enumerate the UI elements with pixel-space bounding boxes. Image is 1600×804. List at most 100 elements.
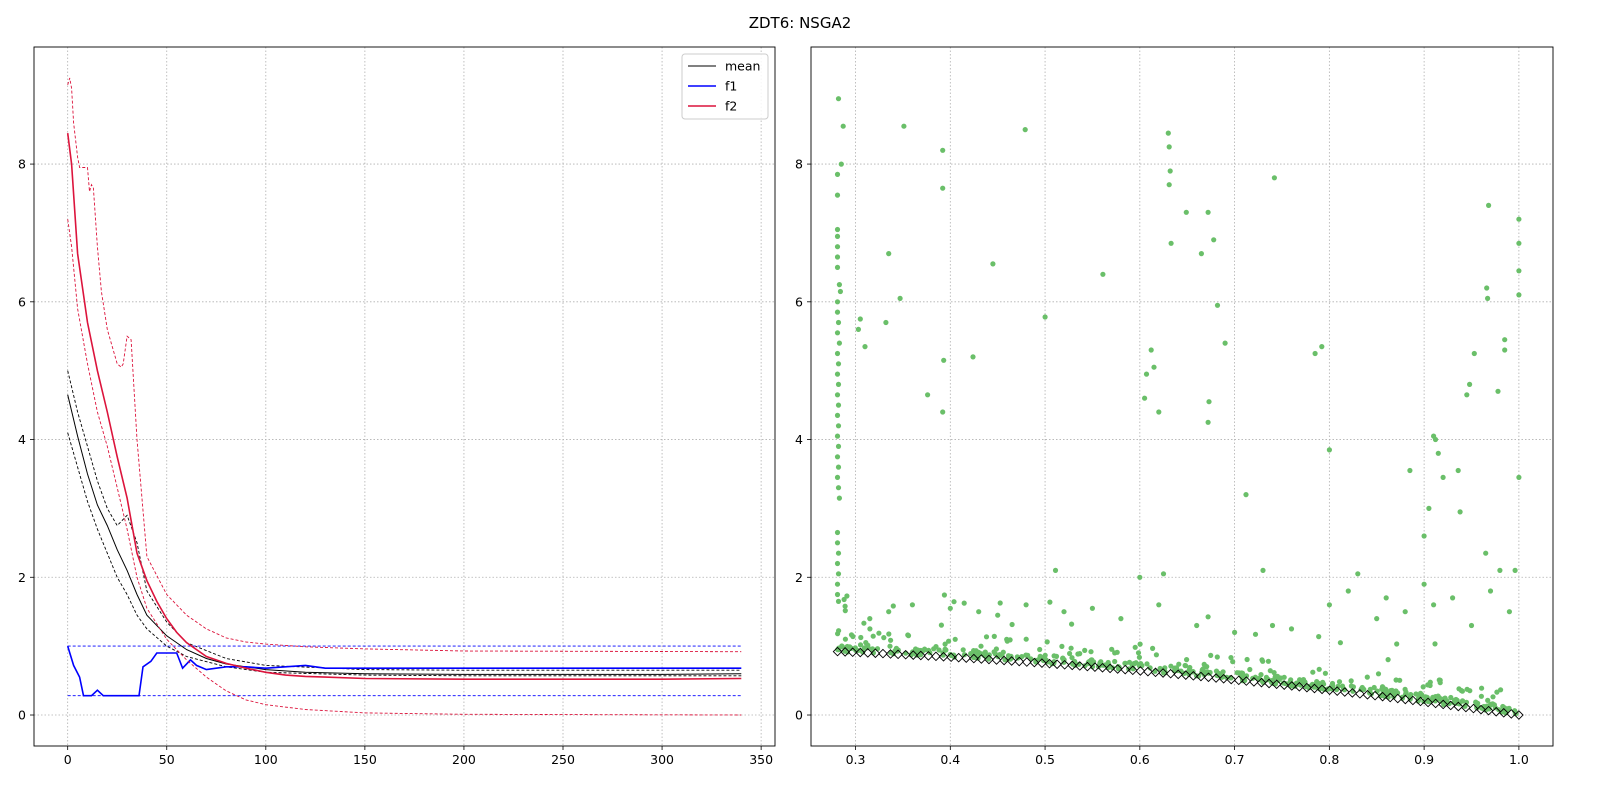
scatter-point <box>1023 636 1029 642</box>
scatter-point <box>1297 677 1303 683</box>
scatter-point <box>936 647 942 653</box>
pareto-point <box>1377 691 1388 702</box>
scatter-point <box>1371 684 1377 691</box>
scatter-point <box>991 649 997 655</box>
pareto-point <box>938 651 949 662</box>
scatter-point <box>1069 655 1075 661</box>
scatter-point <box>1374 688 1380 694</box>
pareto-point <box>847 647 858 658</box>
pareto-point <box>915 650 926 661</box>
scatter-point <box>1402 686 1408 693</box>
scatter-point <box>995 612 1001 618</box>
scatter-point <box>1269 622 1276 629</box>
scatter-point <box>1471 350 1477 357</box>
pareto-point <box>1264 678 1274 689</box>
scatter-point <box>1184 657 1190 663</box>
scatter-point <box>870 633 876 639</box>
scatter-point <box>940 409 946 415</box>
scatter-point <box>836 628 842 634</box>
scatter-point <box>1497 567 1503 574</box>
legend-label-mean: mean <box>725 59 760 74</box>
scatter-point <box>857 642 864 648</box>
scatter-point <box>1374 616 1380 622</box>
scatter-point <box>933 644 939 650</box>
x-tick-label: 1.0 <box>1509 752 1529 767</box>
scatter-point <box>1151 364 1157 370</box>
scatter-point <box>1136 654 1142 660</box>
scatter-point <box>983 634 990 640</box>
pareto-point <box>1067 660 1078 671</box>
pareto-point <box>976 654 987 664</box>
pareto-point <box>1059 659 1070 670</box>
scatter-point <box>834 192 841 198</box>
scatter-point <box>1420 684 1426 690</box>
scatter-point <box>842 636 849 642</box>
scatter-point <box>1166 182 1172 188</box>
scatter-point <box>1142 395 1148 401</box>
scatter-point <box>1025 652 1031 659</box>
scatter-point <box>836 340 843 346</box>
pareto-point <box>1400 694 1411 705</box>
scatter-point <box>1214 302 1221 308</box>
scatter-point <box>1348 678 1354 684</box>
pareto-point <box>1483 705 1494 716</box>
scatter-point <box>1165 130 1171 136</box>
scatter-point <box>1282 680 1288 687</box>
pareto-point <box>984 654 994 665</box>
series-f2 <box>66 133 742 681</box>
x-tick-label: 150 <box>353 752 377 767</box>
scatter-point <box>1312 350 1318 357</box>
x-tick-label: 200 <box>452 752 476 767</box>
scatter-point <box>1316 666 1322 672</box>
pareto-point <box>1362 689 1373 700</box>
x-tick-label: 0.8 <box>1319 752 1339 767</box>
pareto-point <box>1203 672 1214 683</box>
pareto-point <box>923 651 934 661</box>
pareto-point <box>1294 681 1305 692</box>
axes-1: 0 50 100 150 200 250 300 350 0 2 4 6 8 <box>18 47 775 767</box>
scatter-point <box>886 251 892 257</box>
scatter-point <box>1068 645 1074 651</box>
scatter-point <box>1468 622 1475 629</box>
scatter-point <box>1147 665 1153 671</box>
scatter-point <box>941 357 947 363</box>
scatter-point <box>1173 665 1179 671</box>
pareto-point <box>931 651 941 662</box>
scatter-point <box>897 295 903 301</box>
scatter-point <box>1516 216 1522 222</box>
x-tick-label: 0 <box>64 752 72 767</box>
scatter-point <box>881 635 887 641</box>
scatter-point <box>834 371 841 377</box>
pareto-point <box>1218 673 1229 684</box>
scatter-point <box>1247 666 1253 673</box>
scatter-point <box>1516 292 1522 298</box>
y-tick-label: 0 <box>795 708 803 723</box>
scatter-point <box>1109 646 1115 652</box>
pareto-point <box>991 655 1002 665</box>
scatter-point <box>1467 688 1473 694</box>
scatter-point <box>1322 670 1328 676</box>
scatter-point <box>1187 664 1193 671</box>
scatter-point <box>1487 588 1494 594</box>
scatter-point <box>1082 647 1088 654</box>
scatter-point <box>834 392 841 398</box>
scatter-point <box>1089 605 1095 611</box>
x-tick-label: 0.5 <box>1035 752 1055 767</box>
scatter-point <box>1479 685 1485 691</box>
scatter-point <box>1023 602 1029 608</box>
scatter-point <box>834 330 841 336</box>
scatter-point <box>1492 705 1498 711</box>
scatter-point <box>834 264 841 270</box>
scatter-point <box>862 344 868 350</box>
scatter-point <box>925 392 931 398</box>
scatter-point <box>1258 672 1264 678</box>
x-tick-label: 100 <box>254 752 278 767</box>
scatter-point <box>1421 581 1427 587</box>
scatter-point <box>1271 175 1277 181</box>
scatter-point <box>834 226 841 233</box>
scatter-point <box>1243 673 1250 679</box>
y-tick-label: 8 <box>18 157 26 172</box>
scatter-point <box>976 650 982 657</box>
scatter-point <box>1427 679 1433 685</box>
